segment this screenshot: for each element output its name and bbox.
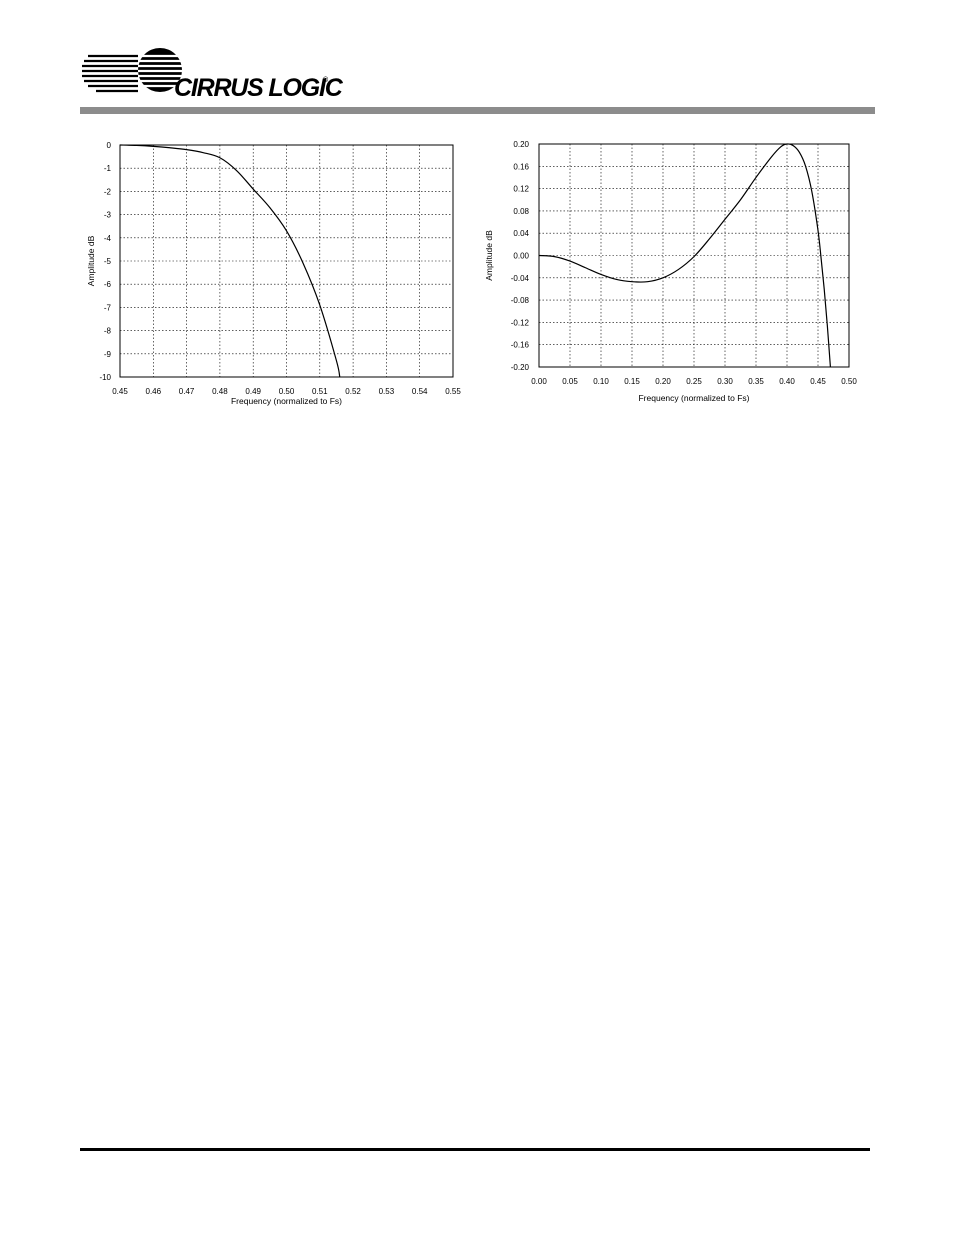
y-tick-label: -6 [104, 280, 112, 289]
y-tick-label: 0.04 [513, 229, 529, 238]
y-tick-label: -1 [104, 164, 112, 173]
y-tick-label: 0.08 [513, 207, 529, 216]
x-tick-label: 0.30 [717, 377, 733, 386]
chart-passband: 0.00 0.05 0.10 0.15 0.20 0.25 0.30 0.35 0.40 0.45… [484, 140, 857, 403]
x-tick-label: 0.35 [748, 377, 764, 386]
x-axis-label: Frequency (normalized to Fs) [231, 396, 342, 406]
x-tick-label: 0.50 [841, 377, 857, 386]
x-tick-label: 0.47 [179, 387, 195, 396]
x-tick-label: 0.51 [312, 387, 328, 396]
grid [539, 144, 849, 367]
x-tick-label: 0.25 [686, 377, 702, 386]
y-tick-label: -5 [104, 257, 112, 266]
y-tick-label: -4 [104, 234, 112, 243]
x-tick-label: 0.55 [445, 387, 461, 396]
chart-stopband: 0.45 0.46 0.47 0.48 0.49 0.50 0.51 0.52 0.53 0.54… [86, 141, 461, 406]
footer-rule [80, 1148, 870, 1151]
x-tick-label: 0.53 [379, 387, 395, 396]
y-axis-label: Amplitude dB [484, 230, 494, 281]
x-tick-label: 0.10 [593, 377, 609, 386]
x-tick-label: 0.50 [279, 387, 295, 396]
y-tick-label: -0.20 [511, 363, 530, 372]
y-tick-label: -0.16 [511, 341, 530, 350]
header-bar [80, 107, 875, 114]
grid [120, 145, 453, 377]
cirrus-logic-logo [80, 48, 184, 93]
y-tick-label: -8 [104, 327, 112, 336]
y-tick-label: -2 [104, 187, 112, 196]
x-tick-label: 0.49 [245, 387, 261, 396]
x-tick-label: 0.40 [779, 377, 795, 386]
y-axis-label: Amplitude dB [86, 235, 96, 286]
x-tick-label: 0.05 [562, 377, 578, 386]
y-tick-label: 0.16 [513, 162, 529, 171]
logo-left-lines [82, 54, 138, 93]
x-tick-label: 0.45 [112, 387, 128, 396]
logo-text: CIRRUS LOGIC [174, 74, 343, 102]
series-line [538, 143, 831, 368]
x-tick-label: 0.15 [624, 377, 640, 386]
x-tick-label: 0.00 [531, 377, 547, 386]
y-tick-label: 0.00 [513, 252, 529, 261]
x-tick-label: 0.54 [412, 387, 428, 396]
y-tick-label: -3 [104, 211, 112, 220]
y-tick-label: -0.04 [511, 274, 530, 283]
x-tick-label: 0.46 [146, 387, 162, 396]
y-tick-label: -0.12 [511, 318, 530, 327]
y-tick-label: 0.12 [513, 185, 529, 194]
x-tick-label: 0.20 [655, 377, 671, 386]
logo-registered-mark: ® [323, 77, 329, 84]
x-axis-label: Frequency (normalized to Fs) [638, 393, 749, 403]
y-tick-label: -0.08 [511, 296, 530, 305]
x-tick-label: 0.45 [810, 377, 826, 386]
y-tick-label: -9 [104, 350, 112, 359]
series-line [119, 144, 341, 378]
y-tick-label: 0.20 [513, 140, 529, 149]
x-tick-label: 0.52 [345, 387, 361, 396]
y-tick-label: -10 [99, 373, 111, 382]
y-tick-label: -7 [104, 303, 112, 312]
x-tick-label: 0.48 [212, 387, 228, 396]
y-tick-label: 0 [107, 141, 112, 150]
